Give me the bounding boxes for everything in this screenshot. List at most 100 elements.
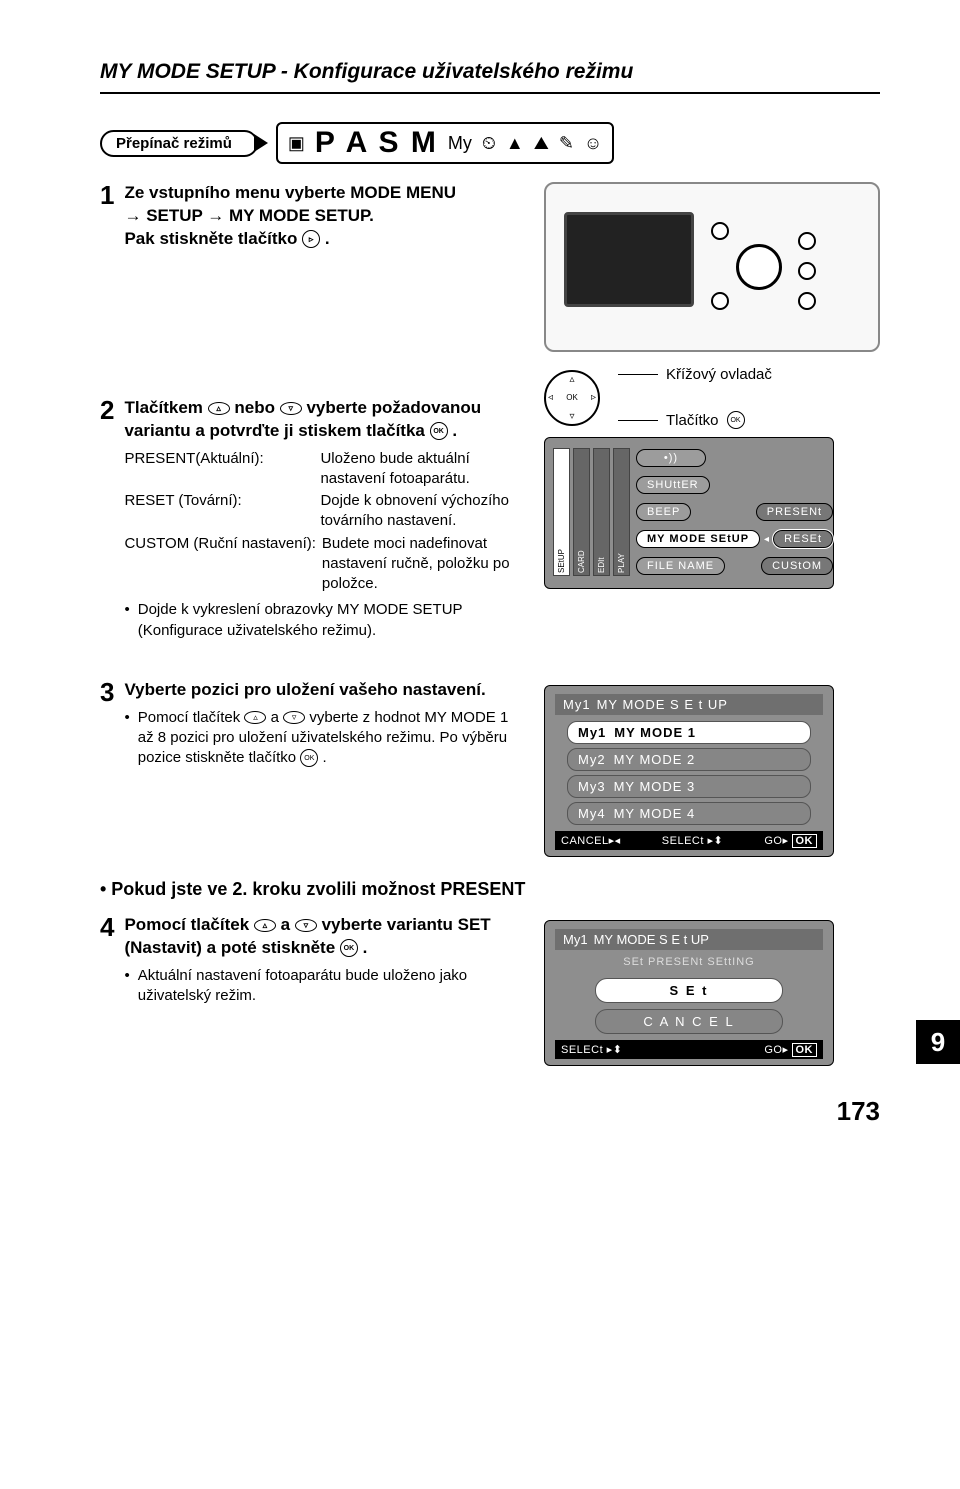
chevron-left-icon: ◂ [764, 534, 769, 545]
menu3-option-set: S E t [595, 978, 783, 1003]
mode-item-3: My3 MY MODE 3 [567, 775, 811, 798]
step-3-bullet: Pomocí tlačítek ▵ a ▿ vyberte z hodnot M… [124, 708, 520, 769]
down-arrow-icon: ▿ [283, 711, 305, 724]
mode-item-1: My1 MY MODE 1 [567, 721, 811, 744]
dpad-right-icon: ▹ [591, 392, 596, 403]
section-present-heading: • Pokud jste ve 2. kroku zvolili možnost… [100, 879, 880, 900]
content-columns: 1 Ze vstupního menu vyberte MODE MENU → … [100, 182, 880, 667]
camera-button-2 [798, 262, 816, 280]
menu-screen-mymode-list: My1 MY MODE S E t UP My1 MY MODE 1 My2 M… [544, 685, 834, 857]
step-3: 3 Vyberte pozici pro uložení vašeho nast… [100, 679, 520, 769]
step-4-bullet: Aktuální nastavení fotoaparátu bude ulož… [124, 966, 520, 1007]
menu-row-filename: FILE NAME CUStOM ▹ [636, 557, 842, 575]
up-arrow-icon: ▵ [208, 402, 230, 415]
menu3-subtitle: SEt PRESENt SEttING [555, 956, 823, 968]
chevron-right-icon: ▹ [837, 507, 842, 518]
mode-letters-box: ▣ P A S M My ⏲ ▲ ⛰ ✎ ☺ [276, 122, 614, 164]
step4-columns: 4 Pomocí tlačítek ▵ a ▿ vyberte variantu… [100, 914, 880, 1066]
menu-row-sound: •)) [636, 449, 842, 467]
left-column: 1 Ze vstupního menu vyberte MODE MENU → … [100, 182, 520, 667]
ok-box-icon: OK [792, 1043, 818, 1057]
right-arrow-button-icon: ▹ [302, 230, 320, 248]
step4-left: 4 Pomocí tlačítek ▵ a ▿ vyberte variantu… [100, 914, 520, 1066]
tab-setup: SEtUP [553, 448, 570, 576]
mode-letters: P A S M [315, 126, 438, 160]
def-reset: RESET (Tovární): Dojde k obnovení výchoz… [124, 491, 520, 532]
camera-button-4 [711, 222, 729, 240]
dpad-icon: OK ▵ ▿ ◃ ▹ [544, 370, 600, 426]
my3-icon: My3 [578, 779, 606, 794]
ok-box-icon: OK [792, 834, 818, 848]
ok-button-icon: OK [340, 939, 358, 957]
my2-icon: My2 [578, 752, 606, 767]
step-4-lead: Pomocí tlačítek ▵ a ▿ vyberte variantu S… [124, 914, 520, 960]
page-number: 173 [100, 1096, 880, 1127]
tab-edit: EDIt [593, 448, 610, 576]
my-icon: My1 [563, 932, 588, 947]
my-icon: My [448, 133, 472, 154]
menu-screen-setup: SEtUP CARD EDIt PLAY •)) SHUttER BEEP [544, 437, 834, 589]
step3-right: My1 MY MODE S E t UP My1 MY MODE 1 My2 M… [544, 679, 880, 857]
menu-side-tabs: SEtUP CARD EDIt PLAY [553, 446, 630, 578]
title-rule [100, 92, 880, 94]
ok-button-icon: OK [300, 749, 318, 767]
camera-button-1 [798, 232, 816, 250]
footer-cancel: CANCEL▸◂ [561, 834, 621, 847]
dpad-up-icon: ▵ [569, 374, 574, 385]
step-1: 1 Ze vstupního menu vyberte MODE MENU → … [100, 182, 520, 251]
menu2-footer: CANCEL▸◂ SELECt ▸⬍ GO▸OK [555, 831, 823, 850]
menu3-footer: SELECt ▸⬍ GO▸OK [555, 1040, 823, 1059]
camera-button-3 [798, 292, 816, 310]
chapter-tab: 9 [916, 1020, 960, 1064]
step-1-line2: → SETUP → MY MODE SETUP. [124, 205, 520, 228]
mode-item-2: My2 MY MODE 2 [567, 748, 811, 771]
mountain-icon: ▲ [506, 133, 524, 154]
step-4-body: Pomocí tlačítek ▵ a ▿ vyberte variantu S… [124, 914, 520, 1006]
step-2-definitions: PRESENT(Aktuální): Uloženo bude aktuální… [124, 449, 520, 595]
up-arrow-icon: ▵ [254, 919, 276, 932]
def-present: PRESENT(Aktuální): Uloženo bude aktuální… [124, 449, 520, 490]
step-4-number: 4 [100, 914, 114, 1006]
tab-card: CARD [573, 448, 590, 576]
footer-go: GO▸OK [764, 834, 817, 847]
page-title: MY MODE SETUP - Konfigurace uživatelskéh… [100, 60, 633, 84]
chevron-right-icon: ▸ [837, 534, 842, 545]
down-arrow-icon: ▿ [280, 402, 302, 415]
step-1-line1: Ze vstupního menu vyberte MODE MENU [124, 182, 520, 205]
ok-button-label: Tlačítko OK [618, 411, 772, 429]
menu-row-mymode: MY MODE SEtUP ◂ RESEt ▸ [636, 530, 842, 548]
step-1-body: Ze vstupního menu vyberte MODE MENU → SE… [124, 182, 520, 251]
step-1-number: 1 [100, 182, 114, 251]
spacer [100, 277, 520, 397]
step-2-number: 2 [100, 397, 114, 641]
menu-row-beep: BEEP PRESENt ▹ [636, 503, 842, 521]
step-3-number: 3 [100, 679, 114, 769]
my4-icon: My4 [578, 806, 606, 821]
step-1-line3: Pak stiskněte tlačítko ▹ . [124, 228, 520, 251]
step-3-body: Vyberte pozici pro uložení vašeho nastav… [124, 679, 520, 769]
my1-icon: My1 [578, 725, 606, 740]
menu2-header: My1 MY MODE S E t UP [555, 694, 823, 715]
cross-controller-label: Křížový ovladač [618, 366, 772, 383]
menu3-option-cancel: C A N C E L [595, 1009, 783, 1034]
step-2: 2 Tlačítkem ▵ nebo ▿ vyberte požado­vano… [100, 397, 520, 641]
footer-select: SELECt ▸⬍ [561, 1043, 622, 1056]
menu-row-shutter: SHUttER [636, 476, 842, 494]
timer-icon: ⏲ [482, 133, 496, 154]
step-2-lead: Tlačítkem ▵ nebo ▿ vyberte požado­vanou … [124, 397, 520, 443]
footer-select: SELECt ▸⬍ [662, 834, 723, 847]
movie-icon: ▣ [288, 133, 305, 154]
step4-right: My1 MY MODE S E t UP SEt PRESENt SEttING… [544, 914, 880, 1066]
footer-go: GO▸OK [764, 1043, 817, 1056]
mode-switch-pill: Přepínač režimů [100, 130, 258, 157]
down-arrow-icon: ▿ [295, 919, 317, 932]
step3-left: 3 Vyberte pozici pro uložení vašeho nast… [100, 679, 520, 857]
dpad-down-icon: ▿ [569, 411, 574, 422]
camera-illustration [544, 182, 880, 352]
up-arrow-icon: ▵ [244, 711, 266, 724]
mode-item-4: My4 MY MODE 4 [567, 802, 811, 825]
dpad-left-icon: ◃ [548, 392, 553, 403]
camera-button-5 [711, 292, 729, 310]
landscape-icon: ⛰ [534, 133, 549, 154]
menu3-header: My1 MY MODE S E t UP [555, 929, 823, 950]
